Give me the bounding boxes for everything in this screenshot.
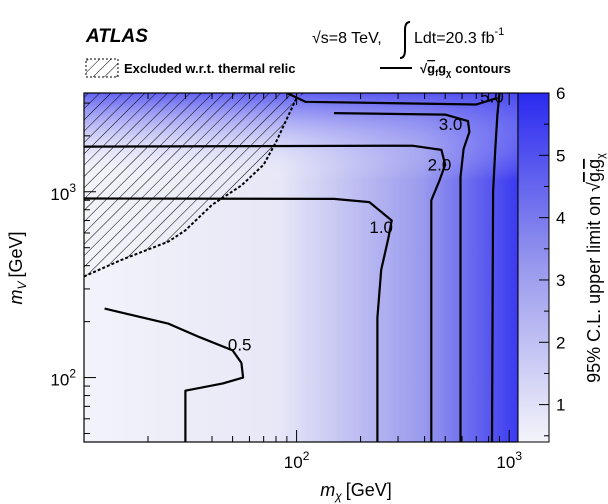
palette-frame [517, 92, 550, 443]
palette-tick-label: 2 [556, 333, 565, 352]
x-axis-title: mχ [GeV] [320, 480, 392, 503]
y-tick-label: 102 [50, 367, 76, 390]
contour-line-4 [490, 93, 501, 442]
legend-item-contours: √gfgχ contours [420, 61, 511, 78]
palette-tick-label: 6 [556, 84, 565, 103]
contour-label: 2.0 [428, 156, 452, 175]
x-tick-label: 103 [496, 449, 522, 472]
excluded-region-boundary [84, 97, 298, 278]
experiment-label: ATLAS [85, 26, 148, 47]
palette-tick-label: 3 [556, 271, 565, 290]
contour-line-3 [333, 112, 471, 442]
contour-label: 5.0 [480, 87, 504, 106]
palette-tick-label: 1 [556, 396, 565, 415]
contour-line-2 [84, 144, 447, 442]
palette-tick-label: 5 [556, 146, 565, 165]
palette-tick-label: 4 [556, 209, 565, 228]
y-axis-title: mV[GeV] [6, 231, 29, 304]
contour-label: 0.5 [228, 335, 252, 354]
heatmap-area: 0.5 1.0 2.0 3.0 5.0 [84, 87, 518, 442]
x-tick-label: 102 [284, 449, 310, 472]
legend: Excluded w.r.t. thermal relic √gfgχ conto… [85, 58, 511, 78]
legend-item-excluded: Excluded w.r.t. thermal relic [124, 61, 295, 76]
contour-label: 3.0 [439, 115, 463, 134]
y-tick-label: 103 [50, 181, 76, 204]
excluded-region [84, 93, 306, 277]
lumi-label: Ldt=20.3 fb-1 [414, 26, 504, 47]
legend-hatch-swatch [85, 58, 119, 78]
contour-line-0 [104, 307, 245, 442]
contour-line-1 [84, 197, 393, 442]
color-palette [518, 93, 549, 442]
energy-label: √s=8 TeV, [312, 30, 382, 47]
contour-label: 1.0 [369, 218, 393, 237]
integral-sign-icon [399, 21, 411, 59]
z-axis-title: 95% C.L. upper limit on√gfgχ [584, 153, 607, 383]
